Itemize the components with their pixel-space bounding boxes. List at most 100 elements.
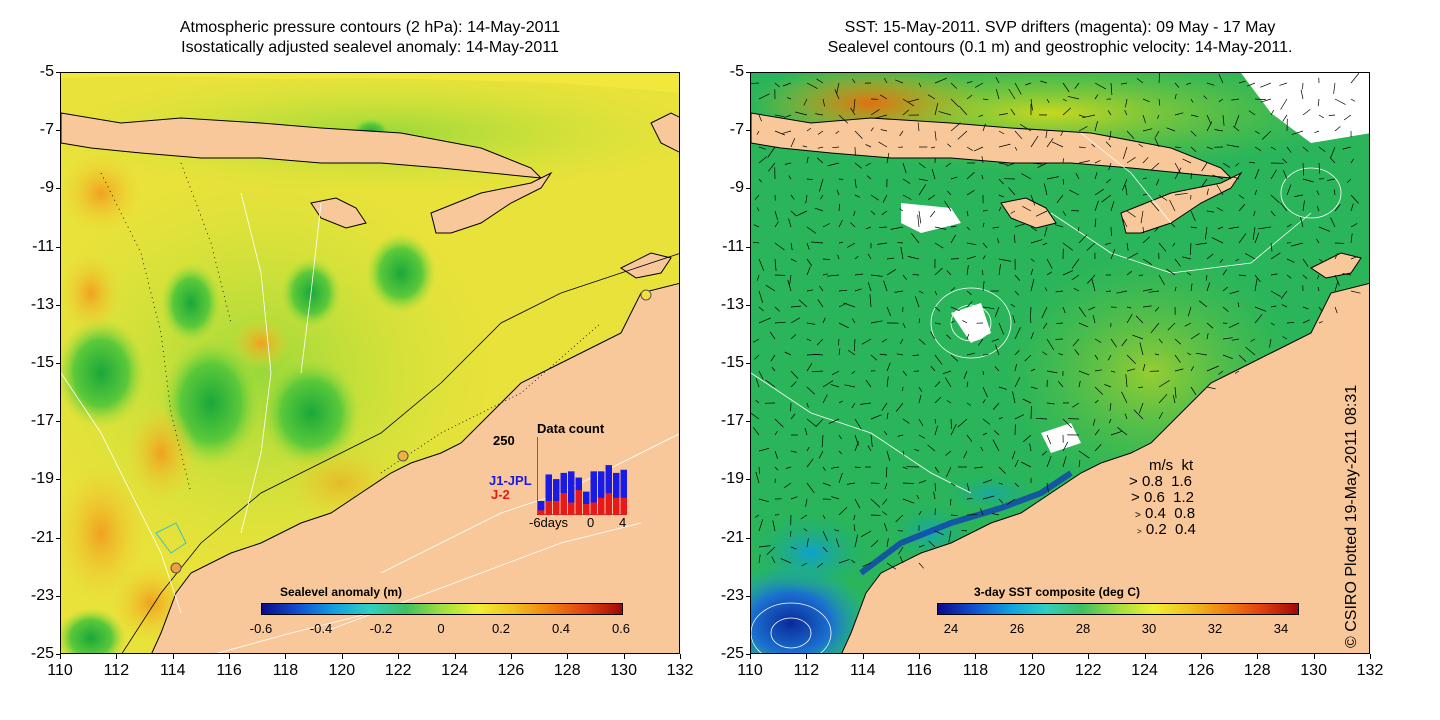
velocity-vector — [1030, 135, 1039, 148]
velocity-vector — [1122, 146, 1128, 160]
velocity-vector — [819, 178, 824, 192]
velocity-vector — [1008, 187, 1016, 196]
velocity-vector — [806, 322, 816, 325]
velocity-vector — [1024, 354, 1032, 362]
velocity-vector — [934, 267, 943, 276]
velocity-vector — [1282, 114, 1288, 122]
right-xtick-label: 116 — [906, 662, 932, 679]
legend-kt-3: 0.8 — [1174, 505, 1196, 522]
velocity-vector — [1302, 274, 1308, 280]
velocity-vector — [883, 522, 888, 532]
colorbar-tick-label: 0.6 — [611, 621, 631, 636]
velocity-vector — [944, 377, 952, 388]
velocity-vector — [1206, 82, 1215, 86]
velocity-vector — [1222, 354, 1233, 360]
velocity-vector — [774, 450, 779, 459]
velocity-vector — [1158, 274, 1165, 286]
velocity-vector — [854, 130, 863, 139]
right-xtick-mark — [750, 654, 751, 659]
velocity-vector — [1043, 183, 1048, 196]
velocity-vector — [817, 562, 824, 568]
velocity-vector — [902, 162, 907, 174]
velocity-vector — [1073, 287, 1080, 292]
velocity-vector — [1222, 162, 1230, 168]
velocity-vector — [1078, 160, 1090, 164]
velocity-vector — [1334, 306, 1338, 314]
velocity-vector — [758, 448, 770, 452]
velocity-vector — [1062, 306, 1066, 314]
velocity-vector — [790, 496, 798, 500]
velocity-vector — [1235, 258, 1240, 262]
velocity-vector — [806, 266, 811, 276]
plot-credit: © CSIRO Plotted 19-May-2011 08:31 — [1343, 384, 1360, 648]
velocity-vector — [1350, 194, 1359, 204]
velocity-vector — [934, 418, 937, 424]
velocity-vector — [1269, 338, 1272, 348]
velocity-vector — [1302, 146, 1309, 152]
left-title-line-1: Atmospheric pressure contours (2 hPa): 1… — [179, 19, 561, 36]
velocity-vector — [1174, 386, 1177, 399]
velocity-vector — [966, 381, 969, 388]
right-xtick-label: 112 — [793, 662, 820, 679]
velocity-vector — [902, 109, 910, 116]
velocity-vector — [1046, 137, 1054, 148]
velocity-vector — [830, 384, 840, 388]
velocity-vector — [978, 114, 984, 118]
velocity-vector — [918, 184, 927, 196]
velocity-vector — [1010, 108, 1016, 116]
velocity-vector — [1294, 194, 1304, 197]
velocity-vector — [1046, 370, 1058, 374]
right-ytick-mark — [746, 130, 750, 132]
velocity-vector — [1247, 82, 1256, 87]
velocity-vector — [1174, 258, 1181, 267]
velocity-vector — [1280, 290, 1288, 300]
velocity-vector — [950, 514, 958, 517]
velocity-vector — [1030, 239, 1043, 244]
sealevel-anomaly-map: Data count 250 J1-JPL J-2 -6days 0 4 Sea… — [60, 72, 680, 654]
velocity-vector — [1174, 146, 1182, 148]
velocity-vector — [1046, 402, 1055, 405]
velocity-vector — [1062, 242, 1074, 251]
velocity-vector — [902, 482, 914, 484]
velocity-vector — [993, 430, 1000, 436]
inset-bar-j2 — [538, 510, 545, 515]
northeast-island — [650, 112, 679, 153]
velocity-vector — [1110, 201, 1115, 212]
velocity-vector — [1195, 352, 1208, 356]
velocity-vector — [982, 255, 986, 260]
velocity-vector — [902, 194, 912, 200]
inset-bar-j2 — [605, 493, 612, 515]
velocity-vector — [1330, 146, 1336, 158]
velocity-vector — [966, 172, 975, 180]
velocity-vector — [1142, 114, 1147, 124]
velocity-vector — [1072, 402, 1080, 408]
lesser-sunda-islands-sst — [751, 112, 1233, 179]
velocity-vector — [982, 306, 995, 310]
velocity-vector — [1126, 252, 1139, 260]
velocity-vector — [1126, 157, 1136, 164]
velocity-vector — [1174, 93, 1177, 100]
velocity-vector — [1342, 273, 1352, 276]
velocity-vector — [1318, 114, 1324, 119]
sla-colorbar-label: Sealevel anomaly (m) — [279, 585, 403, 599]
tanimbar-island-sst — [1310, 252, 1362, 279]
velocity-vector — [1174, 167, 1182, 180]
left-ytick-label: -15 — [30, 354, 54, 371]
velocity-vector — [767, 146, 776, 158]
left-ytick-mark — [56, 363, 60, 364]
velocity-vector — [1030, 98, 1033, 111]
velocity-vector — [918, 562, 924, 569]
velocity-vector — [1190, 130, 1197, 137]
velocity-vector — [774, 321, 786, 324]
velocity-vector — [831, 370, 840, 376]
velocity-vector — [902, 386, 904, 392]
velocity-vector — [881, 210, 888, 216]
velocity-vector — [1030, 386, 1038, 390]
lesser-sunda-islands — [61, 112, 543, 179]
velocity-vector — [1094, 354, 1099, 360]
velocity-vector — [895, 79, 904, 84]
left-ytick-mark — [56, 595, 60, 597]
velocity-vector — [1030, 368, 1036, 372]
velocity-vector — [787, 279, 792, 292]
velocity-vector — [1014, 327, 1021, 340]
